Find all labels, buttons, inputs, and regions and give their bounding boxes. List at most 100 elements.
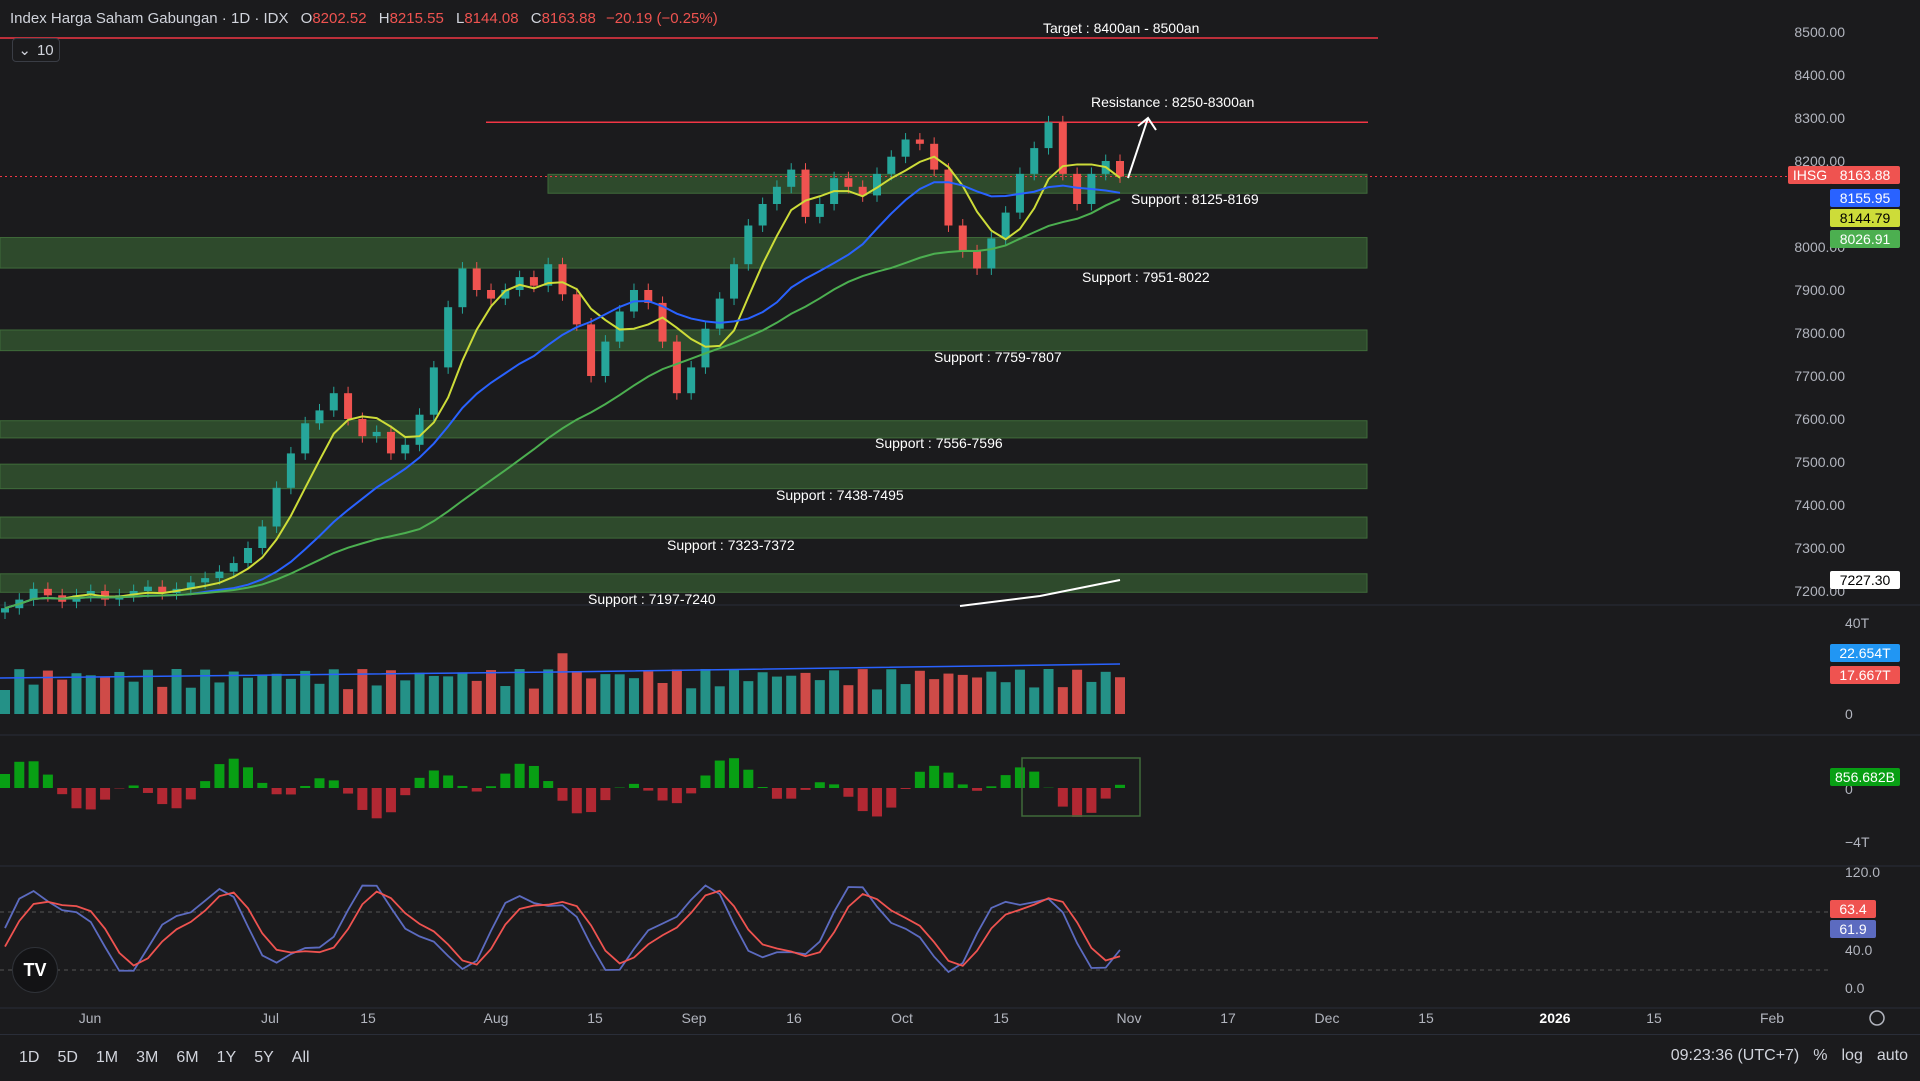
flow-bar	[658, 788, 668, 800]
flow-bar	[86, 788, 96, 809]
flow-bar	[386, 788, 396, 812]
osc-badge-a: 63.4	[1830, 900, 1876, 918]
flow-bar	[886, 788, 896, 808]
flow-bar	[958, 784, 968, 788]
flow-bar	[629, 784, 639, 788]
range-button-1d[interactable]: 1D	[10, 1049, 48, 1067]
flow-bar	[0, 774, 10, 788]
time-tick-15: Feb	[1760, 1010, 1784, 1026]
flow-bar	[1001, 775, 1011, 788]
range-button-1m[interactable]: 1M	[87, 1049, 127, 1067]
time-tick-3: Aug	[484, 1010, 509, 1026]
volume-bar	[472, 681, 482, 714]
volume-bar	[686, 688, 696, 714]
volume-bar	[586, 678, 596, 714]
flow-bar	[157, 788, 167, 804]
price-tick-7: 7700.00	[1794, 368, 1845, 384]
candle-body	[973, 251, 981, 268]
flow-bar	[329, 780, 339, 788]
flow-bar	[915, 772, 925, 788]
candle-body	[287, 453, 295, 487]
flow-bar	[372, 788, 382, 818]
candle-body	[887, 157, 895, 174]
log-toggle[interactable]: log	[1842, 1047, 1863, 1065]
candle-body	[258, 527, 266, 549]
tradingview-logo[interactable]: TV	[12, 947, 58, 993]
volume-tick-1: 0	[1845, 706, 1853, 722]
candle-body	[230, 563, 238, 572]
flow-bar	[43, 775, 53, 788]
volume-bar	[729, 670, 739, 714]
flow-bar	[343, 788, 353, 794]
flow-badge: 856.682B	[1830, 768, 1900, 786]
candle-body	[944, 170, 952, 226]
flow-bar	[643, 788, 653, 791]
volume-bar	[14, 669, 24, 714]
volume-bar	[257, 675, 267, 714]
annotation-support-6: Support : 7323-7372	[667, 537, 795, 553]
indicator-count: 10	[37, 42, 54, 59]
annotation-support-1: Support : 8125-8169	[1131, 191, 1259, 207]
percent-toggle[interactable]: %	[1813, 1047, 1827, 1065]
osc-tick-0: 120.0	[1845, 864, 1880, 880]
flow-bar	[243, 767, 253, 788]
flow-bar	[500, 774, 510, 788]
auto-toggle[interactable]: auto	[1877, 1047, 1908, 1065]
high-value: 8215.55	[390, 10, 444, 27]
price-tick-9: 7500.00	[1794, 454, 1845, 470]
flow-bar	[529, 766, 539, 788]
range-button-all[interactable]: All	[283, 1049, 319, 1067]
support-zone-5	[0, 464, 1367, 489]
indicator-collapse-button[interactable]: ⌄ 10	[12, 38, 60, 62]
annotation-resistance: Resistance : 8250-8300an	[1091, 94, 1254, 110]
range-button-5d[interactable]: 5D	[48, 1049, 86, 1067]
volume-bar	[100, 677, 110, 714]
price-tick-5: 7900.00	[1794, 282, 1845, 298]
volume-bar	[415, 673, 425, 714]
volume-bar	[1072, 670, 1082, 714]
flow-bar	[986, 786, 996, 788]
candle-body	[301, 423, 309, 453]
range-button-5y[interactable]: 5Y	[245, 1049, 283, 1067]
volume-bar	[715, 686, 725, 714]
annotation-support-2: Support : 7951-8022	[1082, 269, 1210, 285]
candle-body	[473, 269, 481, 291]
candle-body	[1116, 161, 1124, 176]
ticker-badge: IHSG	[1788, 166, 1832, 184]
flow-bar	[457, 786, 467, 788]
range-button-6m[interactable]: 6M	[167, 1049, 207, 1067]
flow-bar	[758, 787, 768, 788]
candle-body	[387, 432, 395, 454]
volume-bar	[672, 669, 682, 714]
volume-bar	[1101, 672, 1111, 714]
range-button-3m[interactable]: 3M	[127, 1049, 167, 1067]
flow-bar	[314, 778, 324, 788]
annotation-support-5: Support : 7438-7495	[776, 487, 904, 503]
osc-fast-line	[5, 885, 1120, 972]
candle-body	[458, 269, 466, 308]
candle-body	[844, 178, 852, 187]
volume-bar	[786, 676, 796, 714]
volume-badge-b: 17.667T	[1830, 666, 1900, 684]
volume-bar	[1001, 682, 1011, 714]
candle-body	[516, 277, 524, 290]
flow-bar	[586, 788, 596, 812]
volume-bar	[700, 669, 710, 714]
osc-badge-b: 61.9	[1830, 920, 1876, 938]
candle-body	[573, 294, 581, 324]
volume-bar	[0, 690, 10, 714]
flow-tick-1: −4T	[1845, 834, 1870, 850]
volume-bar	[71, 673, 81, 714]
volume-bar	[343, 689, 353, 714]
volume-bar	[758, 672, 768, 714]
flow-bar	[743, 770, 753, 788]
time-tick-10: 17	[1220, 1010, 1236, 1026]
annotation-support-7: Support : 7197-7240	[588, 591, 716, 607]
volume-bar	[872, 689, 882, 714]
volume-tick-0: 40T	[1845, 615, 1870, 631]
candle-body	[673, 342, 681, 394]
candle-body	[401, 445, 409, 454]
range-button-1y[interactable]: 1Y	[208, 1049, 246, 1067]
time-tick-4: 15	[587, 1010, 603, 1026]
